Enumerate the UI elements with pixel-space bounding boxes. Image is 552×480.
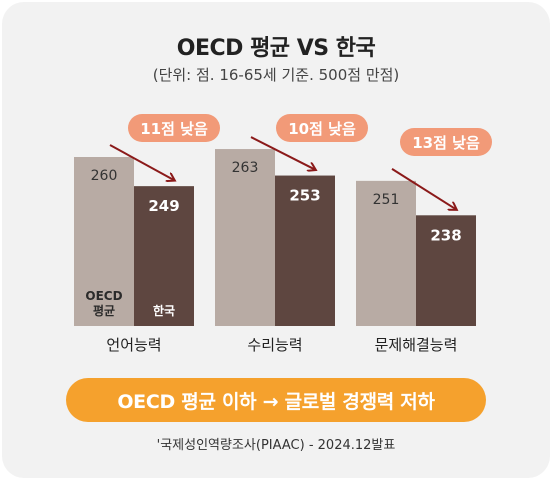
chart-subtitle: (단위: 점. 16-65세 기준. 500점 만점): [152, 66, 400, 84]
category-label-3: 문제해결능력: [375, 336, 458, 354]
annotation-pill-2: [276, 114, 368, 142]
value-label-korea-2: 253: [289, 187, 320, 205]
category-label-1: 언어능력: [106, 336, 161, 354]
bar-korea-2: [275, 175, 335, 326]
value-label-oecd-1: 260: [91, 168, 118, 184]
series-label-korea: 한국: [153, 303, 175, 318]
value-label-oecd-3: 251: [373, 192, 400, 208]
category-label-2: 수리능력: [247, 336, 302, 354]
annotation-label-3: 13점 낮음: [412, 134, 480, 152]
series-label-oecd-2: 평균: [93, 304, 115, 318]
annotation-pill-3: [400, 128, 492, 156]
bar-korea-3: [416, 215, 476, 326]
bar-korea-1: [134, 186, 194, 326]
conclusion-banner: OECD 평균 이하 → 글로벌 경쟁력 저하: [66, 378, 486, 422]
decrease-arrow-3: [391, 168, 456, 209]
annotation-pill-1: [128, 114, 220, 142]
chart-title: OECD 평균 VS 한국: [176, 36, 376, 61]
decrease-arrow-1: [109, 144, 174, 180]
bar-oecd-3: [356, 180, 416, 326]
annotation-label-1: 11점 낮음: [140, 120, 208, 138]
decrease-arrow-2: [250, 136, 315, 170]
bar-oecd-2: [215, 149, 275, 326]
value-label-korea-1: 249: [148, 197, 179, 215]
series-label-oecd-1: OECD: [85, 289, 122, 303]
source-note: '국제성인역량조사(PIAAC) - 2024.12발표: [156, 438, 396, 453]
bar-oecd-1: [74, 157, 134, 326]
annotation-label-2: 10점 낮음: [288, 120, 356, 138]
value-label-oecd-2: 263: [232, 160, 259, 176]
value-label-korea-3: 238: [430, 226, 461, 244]
